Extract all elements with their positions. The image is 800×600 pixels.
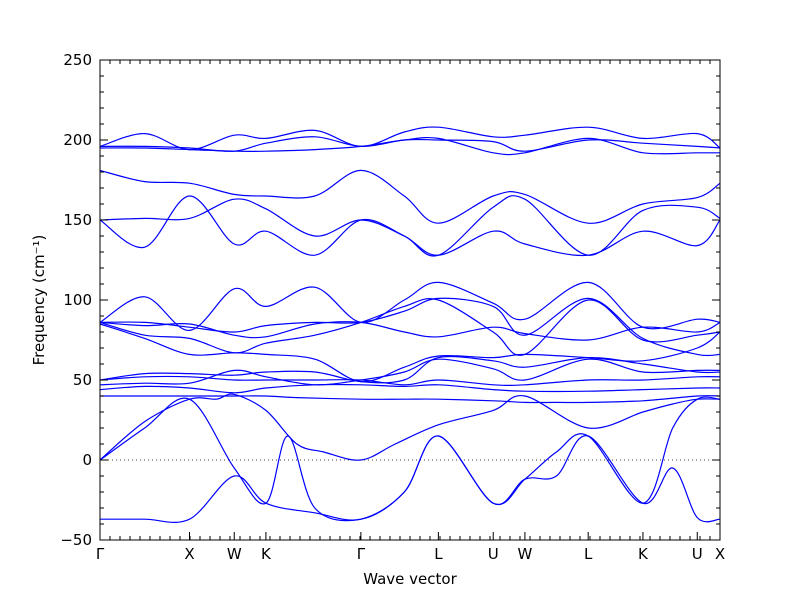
- x-axis-label: Wave vector: [363, 570, 457, 588]
- band-line: [99, 281, 721, 332]
- band-line: [99, 393, 721, 461]
- y-tick-label: 200: [63, 131, 92, 149]
- band-line: [99, 126, 721, 151]
- x-tick-label: Γ: [357, 545, 366, 563]
- x-tick-label: U: [692, 545, 703, 563]
- band-line: [100, 435, 721, 523]
- band-series-group: [99, 126, 721, 523]
- x-tick-label: K: [261, 545, 272, 563]
- plot-frame: [99, 59, 721, 541]
- x-tick-label: W: [227, 545, 242, 563]
- x-tick-label: Γ: [96, 545, 105, 563]
- axes: [99, 59, 721, 541]
- band-line: [99, 358, 721, 386]
- x-tick-label: X: [184, 545, 194, 563]
- band-line: [99, 298, 721, 356]
- x-tick-label: K: [638, 545, 649, 563]
- y-tick-label: 250: [63, 51, 92, 69]
- band-line: [99, 395, 721, 404]
- y-tick-label: −50: [60, 531, 92, 549]
- y-tick-label: 150: [63, 211, 92, 229]
- x-tick-label: X: [715, 545, 725, 563]
- x-tick-label: W: [517, 545, 532, 563]
- y-tick-label: 100: [63, 291, 92, 309]
- band-line: [99, 136, 721, 152]
- band-line: [99, 396, 721, 522]
- x-tick-label: L: [434, 545, 443, 563]
- band-line: [99, 169, 721, 224]
- band-line: [99, 195, 721, 257]
- band-line: [99, 195, 721, 257]
- band-line: [99, 375, 721, 386]
- x-tick-label: L: [584, 545, 593, 563]
- y-axis-label: Frequency (cm⁻¹): [30, 235, 48, 366]
- band-line: [99, 297, 721, 357]
- band-line: [99, 323, 721, 383]
- band-line: [99, 321, 721, 341]
- x-tick-label: U: [488, 545, 499, 563]
- y-ticks: −50 0 50 100 150 200 250: [60, 51, 720, 549]
- band-line: [99, 383, 721, 394]
- y-tick-label: 0: [82, 451, 92, 469]
- y-tick-label: 50: [73, 371, 92, 389]
